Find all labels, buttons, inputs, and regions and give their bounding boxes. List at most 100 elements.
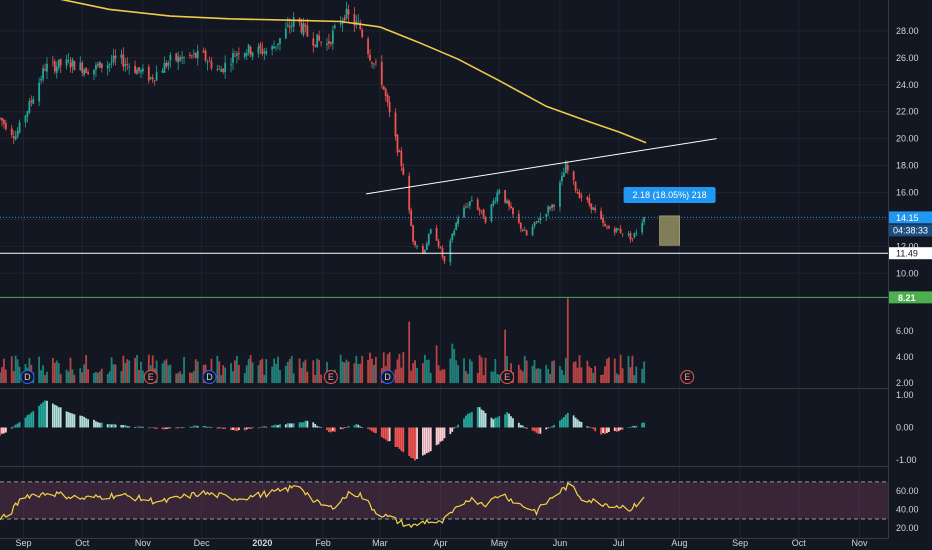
macd-bar [83,416,86,428]
volume-bar [465,371,467,384]
candle-body [545,213,548,217]
volume-bar [590,367,593,384]
x-tick-label: Dec [194,538,211,548]
candle-body [594,208,597,211]
macd-bar [331,427,334,432]
x-tick-label: Sep [15,538,31,548]
macd-bar [590,427,593,429]
macd-bar [562,417,565,428]
volume-bar [286,361,289,384]
macd-bar [343,427,346,429]
candle-body [85,68,88,73]
candle-body [155,72,158,81]
volume-bar [422,363,424,384]
candle-body [551,204,554,208]
candle-body [167,62,170,66]
candle-body [331,30,334,44]
volume-bar [128,360,131,384]
candle-body [206,62,209,64]
macd-bar [341,427,344,430]
macd-bar [232,427,234,431]
rsi-pane[interactable] [0,481,888,529]
macd-bar [326,427,328,431]
volume-bar [572,362,575,384]
volume-bar [549,373,552,384]
macd-bar [59,407,62,428]
candle-body [484,217,487,223]
candle-body [425,243,428,251]
volume-bar [249,355,252,384]
volume-bar [247,359,250,384]
macd-bar [380,427,383,438]
y-tick-label: 20.00 [896,523,919,533]
volume-bar [414,360,416,384]
event-marker-label: E [504,372,510,382]
volume-bar [155,360,158,384]
candle-body [290,24,293,26]
macd-bar [247,427,250,429]
macd-bar [149,427,152,428]
macd-bar [574,417,577,428]
macd-bar [545,427,548,430]
measure-box [659,215,680,246]
macd-pane[interactable] [0,400,646,461]
macd-bar [114,424,117,428]
macd-bar [71,413,74,428]
volume-bar [564,357,567,384]
macd-bar [320,427,322,428]
macd-bar [384,427,387,440]
macd-bar [177,427,180,429]
price-pane[interactable]: 2.18 (18.05%) 218 [0,0,888,298]
macd-bar [422,427,424,456]
macd-bar [300,422,303,428]
candle-body [126,64,129,65]
event-marker [380,370,395,384]
candle-body [435,228,438,241]
volume-bar [545,365,548,384]
candle-body [124,64,127,66]
macd-bar [220,427,223,429]
volume-bar [73,374,76,384]
candle-body [218,68,221,70]
volume-bar [537,368,540,384]
y-tick-label: 22.00 [896,107,919,117]
macd-bar [631,425,634,428]
volume-bar [3,358,5,384]
candle-body [641,222,644,233]
volume-bar [594,366,597,384]
volume-bar [429,372,432,384]
macd-bar [196,426,199,428]
candle-body [553,204,555,207]
macd-bar [314,424,317,428]
candle-body [414,241,416,246]
macd-bar [375,427,377,434]
candle-body [537,221,540,223]
candle-body [480,210,483,212]
volume-bar [169,364,172,384]
volume-bar [259,360,262,384]
macd-bar [604,427,606,435]
volume-bar [437,365,440,384]
x-tick-label: May [491,538,509,548]
volume-bar [539,368,542,384]
volume-bar [343,362,346,384]
candle-body [79,62,82,70]
candle-body [179,57,182,61]
y-tick-label: 16.00 [896,187,919,197]
candle-body [306,25,309,37]
candle-body [470,199,473,201]
y-tick-label: 28.00 [896,26,919,36]
volume-bar [525,360,528,384]
y-tick-label: 4.00 [896,352,914,362]
macd-bar [142,426,144,428]
x-tick-label: Mar [372,538,388,548]
candle-body [57,59,60,68]
candle-body [347,9,350,15]
volume-bar [85,354,88,384]
candle-body [55,66,58,73]
macd-bar [553,424,555,428]
macd-bar [453,427,456,429]
volume-bar [124,362,127,384]
